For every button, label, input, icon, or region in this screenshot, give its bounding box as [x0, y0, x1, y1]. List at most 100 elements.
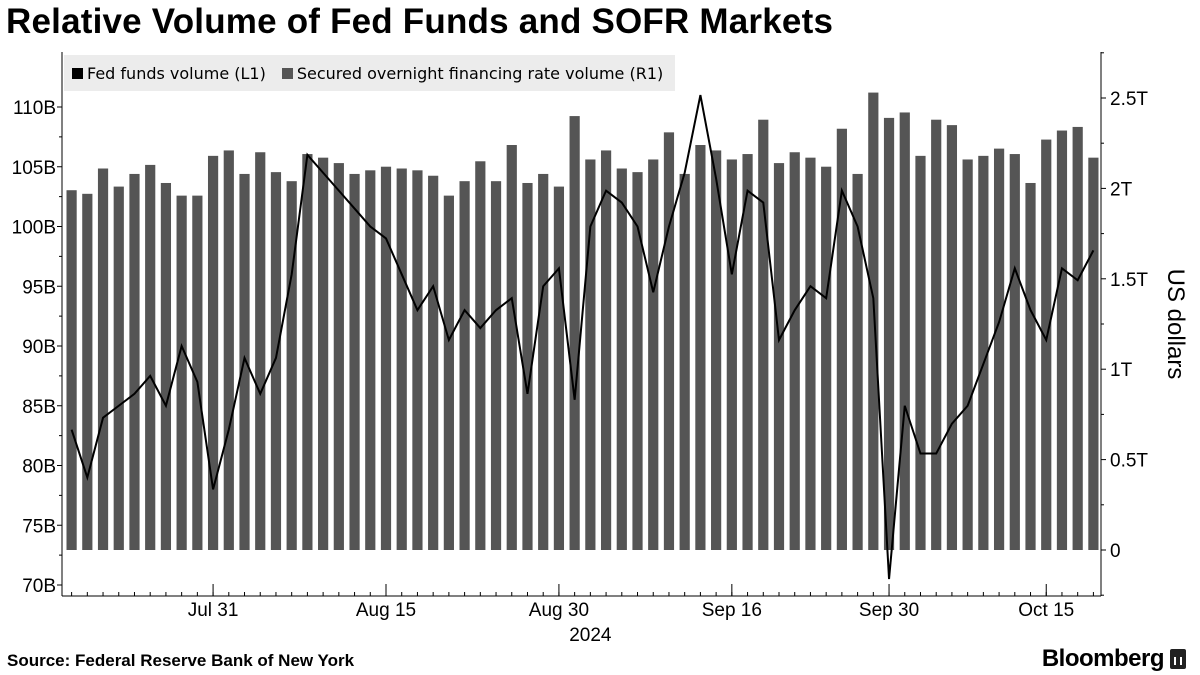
sofr-bar — [931, 119, 942, 550]
sofr-bar — [852, 173, 863, 550]
sofr-bar — [302, 154, 313, 551]
x-tick-label: Sep 30 — [859, 600, 919, 621]
sofr-bar — [349, 173, 360, 550]
sofr-bar — [821, 166, 832, 550]
sofr-bar — [129, 173, 140, 550]
sofr-bar — [365, 170, 376, 550]
sofr-bar — [616, 168, 627, 550]
brand-name: Bloomberg — [1041, 645, 1165, 672]
sofr-bar — [758, 119, 769, 550]
sofr-bar — [569, 116, 580, 550]
sofr-bar — [1025, 182, 1036, 551]
sofr-bar — [207, 155, 219, 551]
sofr-bar — [192, 195, 203, 550]
sofr-bar — [1041, 139, 1052, 550]
sofr-bar — [679, 173, 690, 550]
chart-title: Relative Volume of Fed Funds and SOFR Ma… — [6, 2, 834, 41]
sofr-bar — [663, 132, 675, 550]
fed-funds-line-layer — [70, 94, 1095, 580]
bloomberg-logo: Bloomberg — [1042, 645, 1186, 673]
right-tick-label: 2T — [1110, 179, 1133, 200]
sofr-bar — [915, 155, 926, 551]
sofr-bar — [648, 159, 659, 550]
sofr-bar — [726, 159, 737, 550]
x-tick-label: Oct 15 — [1018, 600, 1074, 621]
right-tick-label: 1.5T — [1110, 270, 1148, 291]
x-tick-label: Aug 15 — [356, 600, 416, 621]
sofr-bar — [962, 159, 973, 550]
legend-item-sofr: Secured overnight financing rate volume … — [281, 63, 664, 83]
left-tick-label: 80B — [22, 457, 56, 478]
legend-item-fed-funds: Fed funds volume (L1) — [72, 64, 266, 83]
right-tick-label: 2.5T — [1110, 89, 1148, 110]
sofr-bar — [113, 186, 124, 550]
sofr-bar — [82, 193, 93, 550]
sofr-bar — [66, 190, 77, 550]
sofr-bar — [805, 157, 816, 550]
sofr-bar — [1088, 157, 1099, 550]
sofr-bars — [66, 92, 1099, 551]
sofr-bar — [773, 163, 785, 550]
left-tick-label: 70B — [22, 576, 56, 597]
sofr-bar — [553, 186, 565, 550]
sofr-bar — [538, 173, 549, 550]
sofr-bar — [946, 125, 958, 551]
sofr-bar — [585, 159, 596, 550]
left-tick-label: 95B — [22, 277, 56, 298]
sofr-bar — [789, 152, 800, 551]
left-tick-label: 75B — [22, 516, 56, 537]
x-tick-label: Sep 16 — [702, 600, 762, 621]
legend-label-sofr: Secured overnight financing rate volume … — [296, 63, 664, 83]
sofr-bar — [333, 163, 344, 550]
sofr-bar — [1072, 126, 1083, 551]
axes: 70B 75B 80B 85B 90B 95B 100B 105B 110B 0 0.5T 1T 1.5… — [12, 52, 1189, 646]
source-note: Source: Federal Reserve Bank of New York — [7, 651, 355, 670]
right-tick-label: 0 — [1110, 541, 1121, 562]
bloomberg-terminal-icon — [1170, 649, 1186, 669]
sofr-bar — [97, 168, 109, 550]
sofr-bar — [632, 172, 643, 550]
sofr-bar — [176, 195, 187, 550]
left-tick-label: 110B — [13, 98, 56, 119]
right-axis-label: US dollars — [1162, 269, 1189, 380]
legend-swatch-fed-funds — [72, 67, 83, 79]
sofr-bar — [380, 166, 392, 550]
sofr-bar — [490, 181, 502, 551]
sofr-bar — [506, 145, 517, 550]
sofr-bar — [993, 148, 1005, 550]
sofr-bar — [522, 182, 533, 551]
sofr-bar — [286, 181, 297, 551]
sofr-bar — [459, 181, 470, 551]
legend-label-fed-funds: Fed funds volume (L1) — [87, 63, 266, 83]
sofr-bar — [412, 170, 423, 550]
left-tick-label: 90B — [22, 337, 56, 358]
sofr-bar — [711, 150, 722, 550]
x-tick-label: Aug 30 — [529, 600, 589, 621]
sofr-bar — [318, 157, 329, 550]
sofr-bar — [1009, 154, 1020, 551]
x-tick-label: Jul 31 — [188, 600, 239, 621]
sofr-bar — [255, 152, 266, 551]
right-tick-label: 0.5T — [1110, 451, 1148, 472]
sofr-bar — [396, 168, 407, 550]
sofr-bar — [1056, 130, 1068, 551]
sofr-bar — [223, 150, 234, 550]
sofr-bar — [270, 172, 282, 550]
left-tick-label: 85B — [22, 397, 56, 418]
sofr-bar — [145, 164, 156, 550]
left-tick-label: 105B — [12, 158, 56, 179]
sofr-bar — [742, 154, 753, 551]
sofr-bar — [239, 173, 250, 550]
sofr-bar — [899, 112, 910, 551]
sofr-bar — [868, 92, 879, 550]
legend-swatch-sofr — [281, 67, 293, 79]
sofr-bar — [600, 150, 612, 550]
right-tick-label: 1T — [1110, 360, 1133, 381]
x-year-label: 2024 — [569, 625, 612, 646]
sofr-bar — [443, 195, 454, 550]
sofr-bar — [428, 175, 439, 551]
sofr-bar — [475, 161, 486, 550]
chart-legend: Fed funds volume (L1) Secured overnight … — [64, 55, 676, 91]
sofr-bar — [160, 182, 172, 551]
